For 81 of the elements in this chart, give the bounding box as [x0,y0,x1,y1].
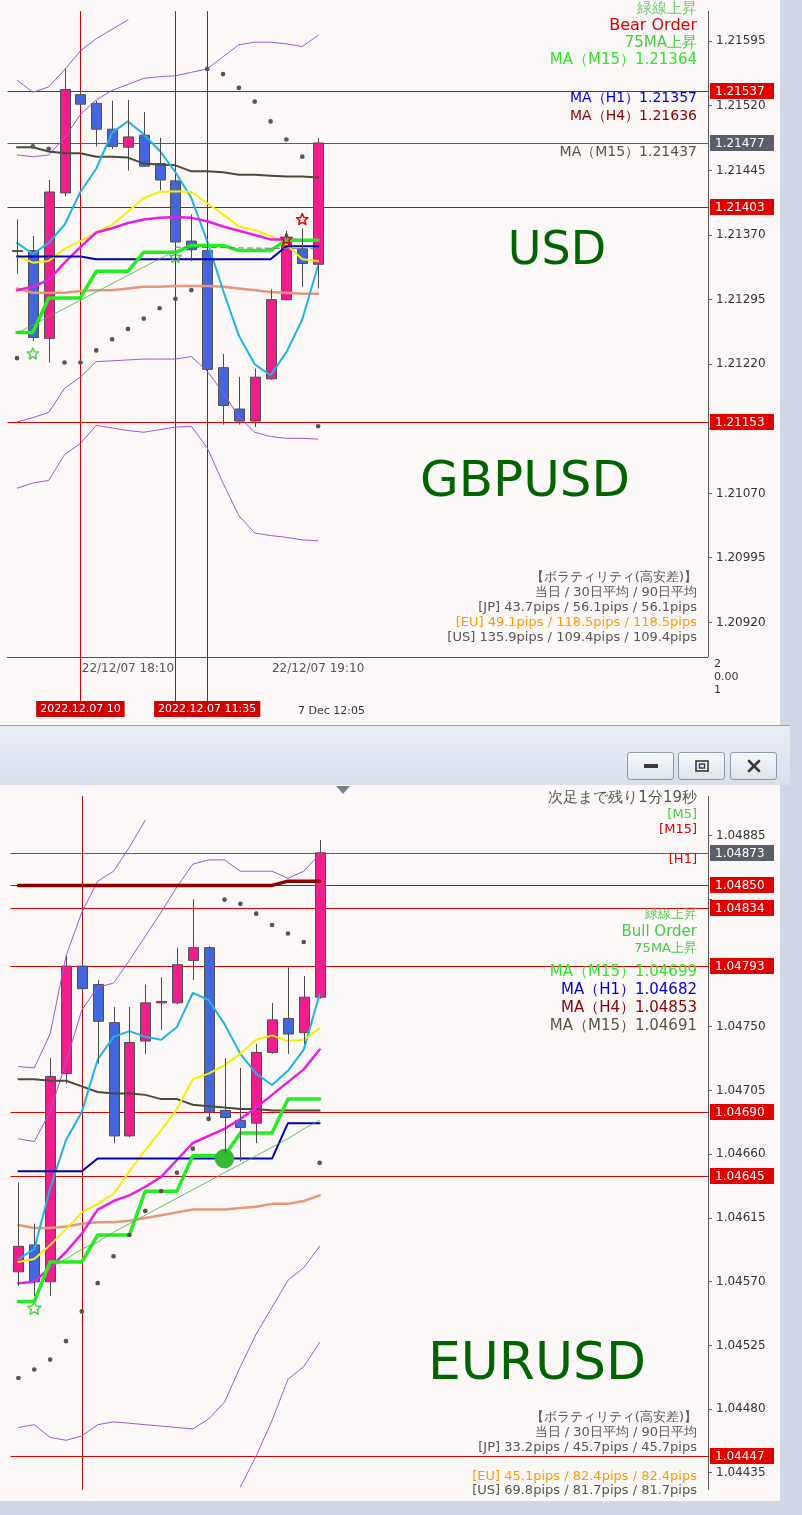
annotation: 緑線上昇 [644,906,697,922]
y-tick-label: 1.21445 [716,162,766,177]
y-tick-label: 1.04525 [716,1337,766,1352]
y-tick-label: 1.21370 [716,227,766,242]
y-tick-label: 1.21520 [716,98,766,113]
y-tick-label: 1.04570 [716,1273,766,1288]
annotation: MA（H1）1.21357 [570,88,697,105]
annotation: [US] 135.9pips / 109.4pips / 109.4pips [447,629,698,645]
annotation: Bear Order [609,15,698,35]
annotation: 75MA上昇 [634,939,697,955]
annotation: 次足まで残り1分19秒 [548,787,697,806]
ref-line-label: 1.04645 [715,1168,765,1183]
candlestick [313,137,324,289]
annotation: MA（M15）1.04699 [549,961,697,980]
candlestick [140,983,151,1055]
candlestick [297,227,308,288]
annotation: [M15] [659,821,697,837]
annotation: MA（M15）1.21364 [549,49,697,68]
ref-line-label: 1.04834 [715,900,765,915]
text: 2 [714,656,721,670]
annotation: [M5] [667,806,697,822]
candlestick [188,899,199,981]
ref-line-label: 1.04850 [715,877,765,892]
annotation: [JP] 33.2pips / 45.7pips / 45.7pips [478,1439,698,1455]
ref-line-label: 1.21477 [715,135,765,150]
y-tick-label: 1.04660 [716,1146,766,1161]
ref-line-label: 1.21403 [715,199,765,214]
annotation: [US] 69.8pips / 81.7pips / 81.7pips [472,1482,698,1498]
ref-line-label: 1.04873 [715,845,765,860]
annotation: EURUSD [427,1330,647,1391]
annotation: USD [507,220,607,275]
annotation: MA（H4）1.04853 [560,997,697,1016]
ref-line-label: 1.21537 [715,83,765,98]
y-tick-label: 1.04615 [716,1210,766,1225]
candlestick [75,89,86,107]
ref-line-label: 1.21153 [715,414,765,429]
text: 0.00 [714,669,739,683]
point [26,347,40,360]
annotation: 当日 / 30日平均 / 90日平均 [534,584,697,600]
y-tick-label: 1.21220 [716,356,766,371]
ref-line-label: 1.04793 [715,958,765,973]
y-tick-label: 1.21595 [716,33,766,48]
point [169,250,182,264]
y-tick-label: 1.04435 [716,1464,766,1479]
annotation: GBPUSD [419,449,631,508]
annotation: 緑線上昇 [636,0,697,17]
text: 1 [714,682,721,696]
annotation: MA（M15）1.04691 [549,1015,697,1034]
text: 7 Dec 12:05 [298,703,365,717]
candlestick [123,99,134,171]
annotation: Bull Order [621,921,698,940]
y-tick-label: 1.04885 [716,827,766,842]
annotation: MA（M15）1.21437 [559,142,697,159]
ref-line-label: 2022.12.07 10 [40,702,121,716]
annotation: [H1] [668,851,697,867]
annotation: MA（H4）1.21636 [570,106,698,123]
y-tick-label: 1.04750 [716,1019,766,1034]
annotation: [EU] 45.1pips / 82.4pips / 82.4pips [472,1468,698,1484]
annotation: 【ボラティリティ(高安差)】 [530,1409,697,1425]
y-tick-label: 1.21070 [716,485,766,500]
annotation: 75MA上昇 [624,32,697,51]
y-tick-label: 1.04480 [716,1401,766,1416]
annotation: 当日 / 30日平均 / 90日平均 [534,1424,697,1440]
annotation: MA（H1）1.04682 [560,979,697,998]
y-tick-label: 1.20920 [716,614,766,629]
ref-line-label: 1.04447 [715,1448,765,1463]
candlestick [202,240,213,370]
y-tick-label: 1.20995 [716,550,766,565]
candlestick [267,1002,278,1053]
x-tick-label: 22/12/07 18:10 [81,661,175,676]
annotation: [EU] 49.1pips / 118.5pips / 118.5pips [455,614,698,630]
annotation: [JP] 43.7pips / 56.1pips / 56.1pips [478,599,698,615]
annotation: 【ボラティリティ(高安差)】 [530,569,697,585]
candlestick [315,839,326,998]
point [295,212,309,226]
ref-line-label: 2022.12.07 11:35 [158,702,257,716]
y-tick-label: 1.21295 [716,291,766,306]
ref-line-label: 1.04690 [715,1104,765,1119]
x-tick-label: 22/12/07 19:10 [271,661,365,676]
point [279,232,293,245]
y-tick-label: 1.04705 [716,1082,766,1097]
